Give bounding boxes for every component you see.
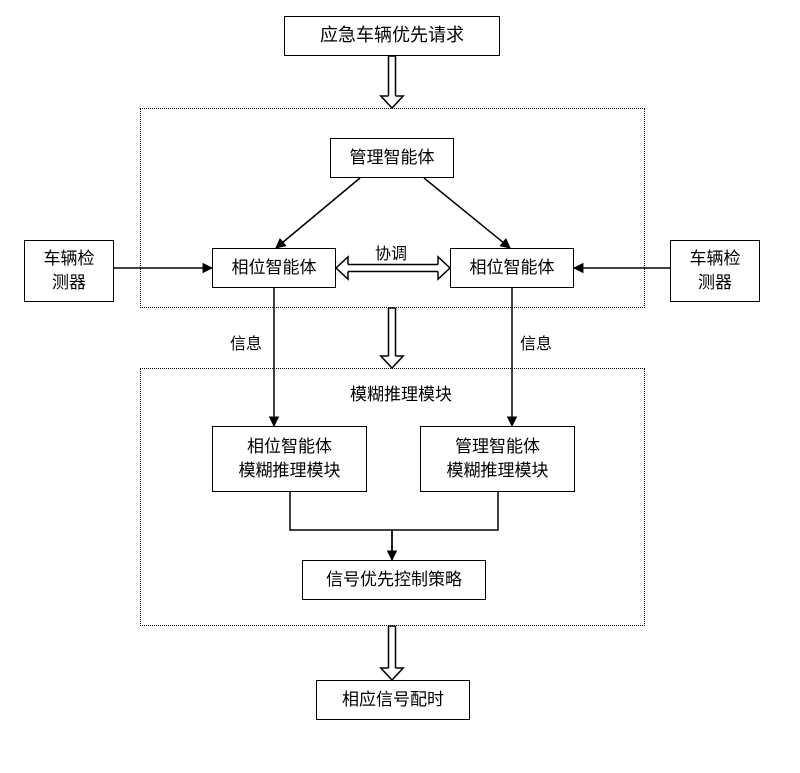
label-fuzzy-module: 模糊推理模块 [350, 380, 452, 405]
node-detector-right: 车辆检 测器 [670, 240, 760, 302]
label-info-left: 信息 [230, 330, 262, 354]
node-phase-left: 相位智能体 [212, 248, 336, 288]
node-phase-right: 相位智能体 [450, 248, 574, 288]
node-fuzzy-left: 相位智能体 模糊推理模块 [212, 426, 367, 492]
diagram-canvas: 应急车辆优先请求 管理智能体 相位智能体 相位智能体 车辆检 测器 车辆检 测器… [0, 0, 800, 773]
node-strategy: 信号优先控制策略 [302, 560, 486, 600]
node-detector-left: 车辆检 测器 [24, 240, 114, 302]
label-coord: 协调 [375, 240, 407, 264]
node-manager: 管理智能体 [330, 138, 454, 178]
label-info-right: 信息 [520, 330, 552, 354]
node-bottom: 相应信号配时 [316, 680, 470, 720]
node-top: 应急车辆优先请求 [284, 16, 500, 56]
node-fuzzy-right: 管理智能体 模糊推理模块 [420, 426, 575, 492]
